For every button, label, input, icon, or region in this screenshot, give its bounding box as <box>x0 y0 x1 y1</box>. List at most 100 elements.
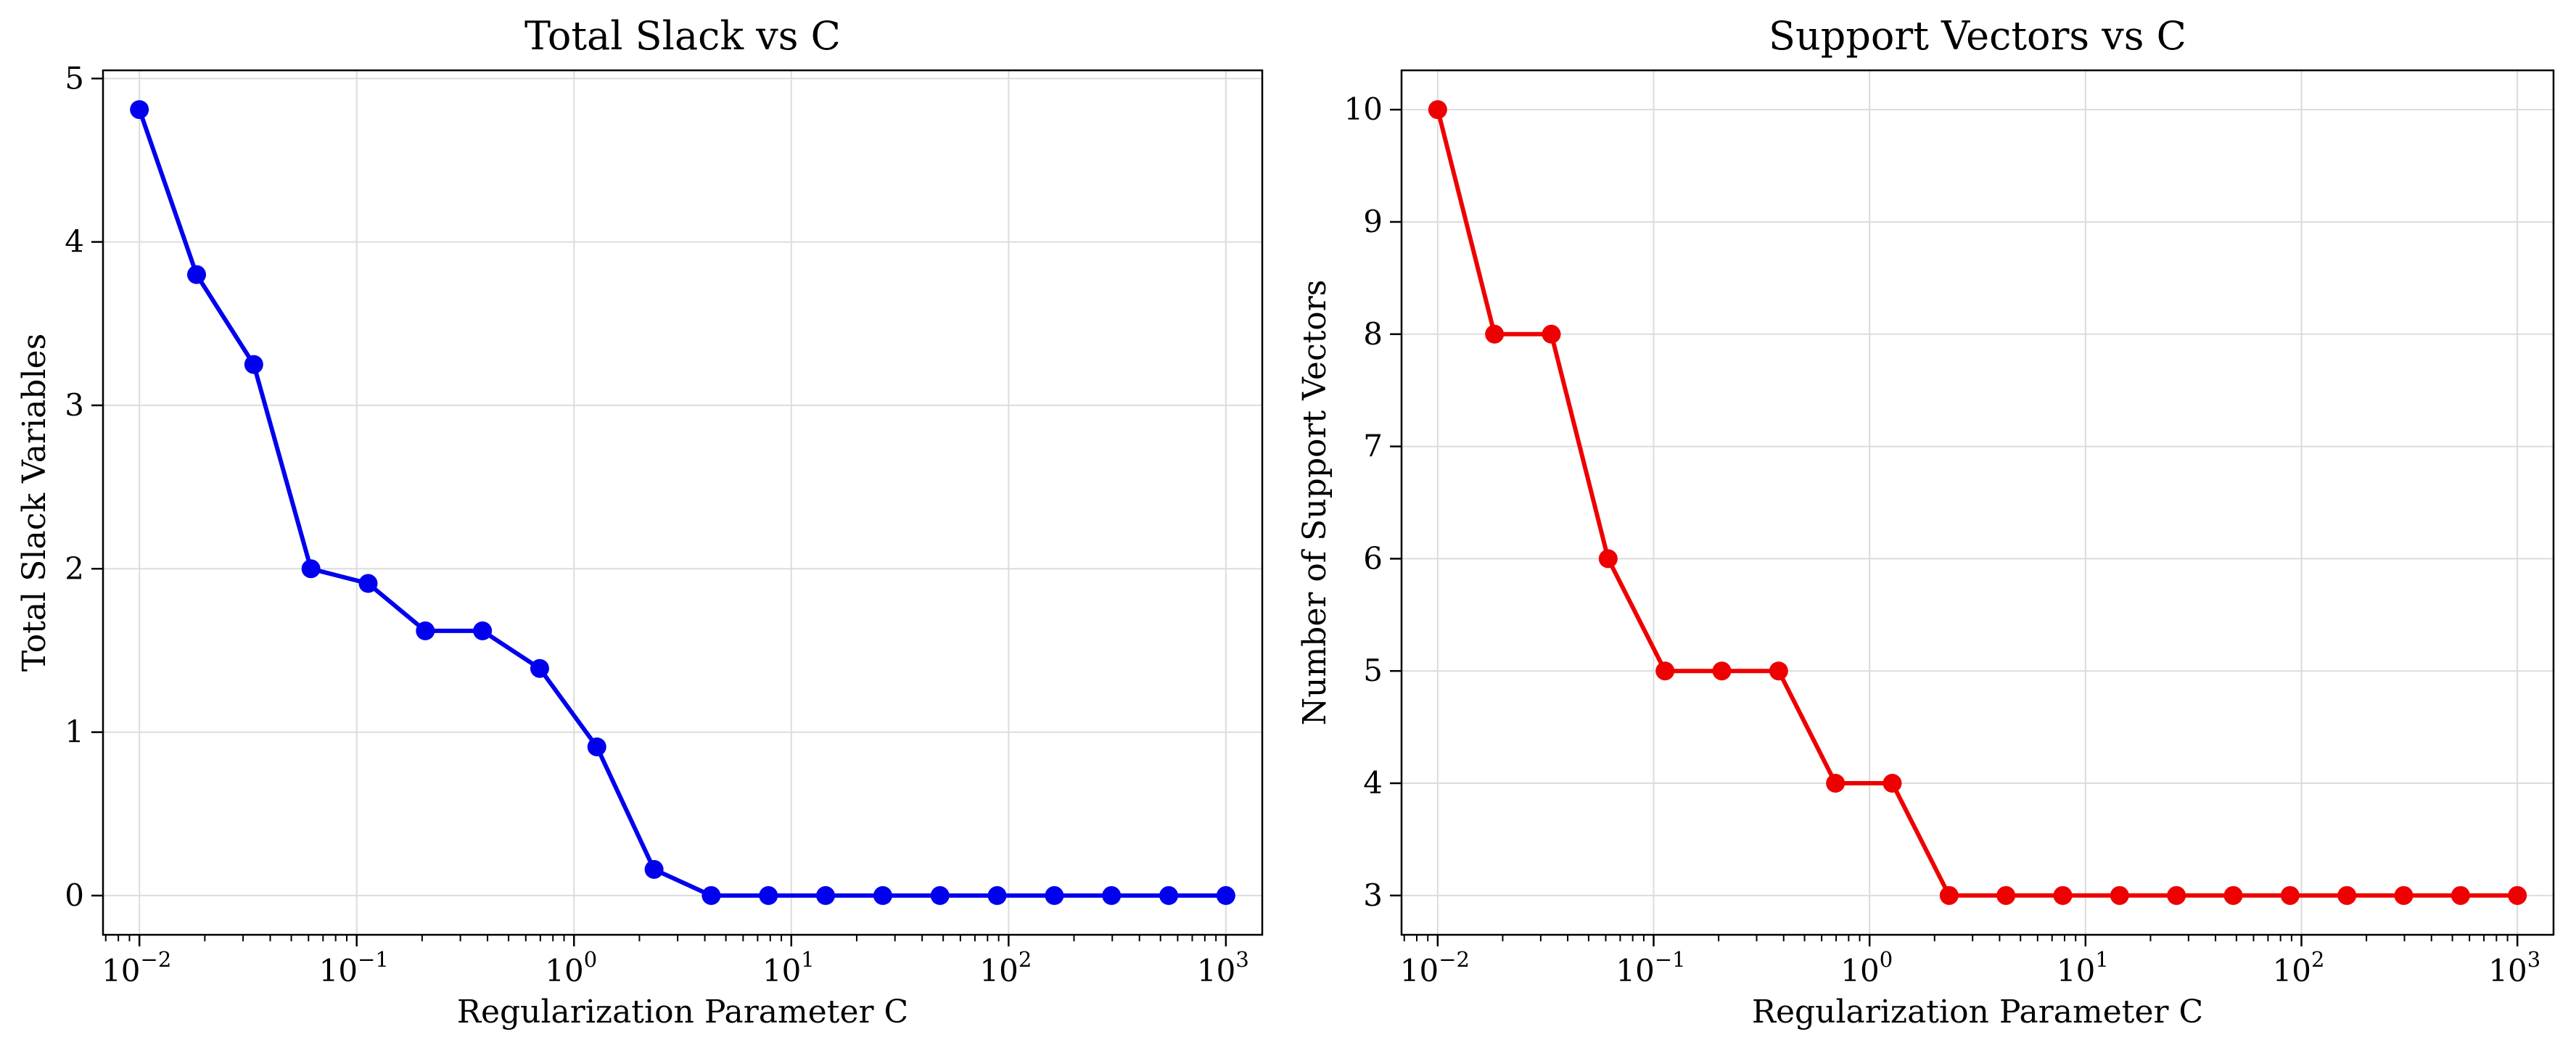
y-tick-label: 8 <box>1363 316 1383 352</box>
x-tick-label: 103 <box>2488 947 2540 988</box>
x-tick-label: 102 <box>2273 947 2325 988</box>
data-point <box>1769 661 1788 681</box>
data-point <box>1598 549 1618 569</box>
data-point <box>2110 885 2129 905</box>
chart-total-slack: Total Slack vs C 10−2 10−1 100 101 102 103 01… <box>16 13 1264 1031</box>
data-point <box>587 737 606 756</box>
x-tick-exponent: 1 <box>801 947 814 972</box>
data-point <box>130 100 149 120</box>
y-tick-label: 7 <box>1363 429 1383 464</box>
y-tick-label: 2 <box>65 550 84 586</box>
data-point <box>1712 661 1732 681</box>
x-tick-label: 101 <box>2057 947 2109 988</box>
x-tick-label: 10−2 <box>102 947 171 988</box>
x-tick-exponent: 3 <box>2527 947 2540 972</box>
data-point <box>2053 885 2073 905</box>
data-point <box>930 885 950 905</box>
plot-frame <box>102 69 1264 936</box>
y-tick-label: 6 <box>1363 540 1383 576</box>
x-tick-base: 10 <box>2273 953 2311 988</box>
chart-title: Total Slack vs C <box>524 13 841 59</box>
y-tick-label: 3 <box>65 387 84 423</box>
data-point <box>1826 774 1845 793</box>
x-axis-label: Regularization Parameter C <box>457 994 908 1031</box>
x-tick-exponent: −1 <box>358 947 389 972</box>
y-tick-label: 4 <box>65 224 84 260</box>
chart-title: Support Vectors vs C <box>1769 13 2186 59</box>
y-axis-label: Number of Support Vectors <box>1296 280 1333 726</box>
x-tick-base: 10 <box>1616 953 1654 988</box>
data-point <box>2337 885 2357 905</box>
x-tick-exponent: 3 <box>1235 947 1248 972</box>
x-axis-label: Regularization Parameter C <box>1752 994 2203 1031</box>
x-tick-exponent: 0 <box>1880 947 1893 972</box>
data-point <box>873 885 892 905</box>
data-point <box>1159 885 1179 905</box>
x-tick-exponent: 1 <box>2095 947 2108 972</box>
data-point <box>358 574 378 593</box>
data-point <box>1542 324 1561 344</box>
data-point <box>1655 661 1675 681</box>
x-tick-base: 10 <box>979 953 1018 988</box>
data-point <box>473 621 493 640</box>
data-point <box>416 621 435 640</box>
x-tick-label: 10−2 <box>1400 947 1470 988</box>
series-line <box>1428 100 2527 905</box>
y-tick-label: 10 <box>1344 91 1383 127</box>
data-point <box>244 355 263 374</box>
x-tick-base: 10 <box>319 953 358 988</box>
y-tick-label: 5 <box>65 60 84 96</box>
y-tick-label: 1 <box>65 714 84 750</box>
data-point <box>1939 885 1959 905</box>
x-tick-base: 10 <box>545 953 583 988</box>
grid-lines <box>1402 70 2554 935</box>
data-point <box>644 859 664 879</box>
x-tick-exponent: 0 <box>584 947 597 972</box>
y-axis-label: Total Slack Variables <box>16 334 53 672</box>
y-ticks: 0 1 2 3 4 5 <box>65 60 103 913</box>
x-ticks: 10−2 10−1 100 101 102 103 <box>1400 935 2540 988</box>
x-ticks: 10−2 10−1 100 101 102 103 <box>102 935 1249 988</box>
data-point <box>530 658 549 678</box>
data-point <box>1996 885 2016 905</box>
data-point <box>1216 885 1235 905</box>
x-tick-base: 10 <box>1400 953 1439 988</box>
data-point <box>2223 885 2243 905</box>
x-tick-base: 10 <box>762 953 801 988</box>
data-point <box>1485 324 1505 344</box>
series-line-path <box>137 109 1226 898</box>
data-point <box>301 559 321 579</box>
x-tick-exponent: 2 <box>2311 947 2324 972</box>
y-tick-label: 4 <box>1363 765 1383 801</box>
y-tick-label: 0 <box>65 878 84 913</box>
data-point <box>1102 885 1122 905</box>
data-point <box>816 885 836 905</box>
data-point <box>987 885 1007 905</box>
x-tick-exponent: 2 <box>1019 947 1032 972</box>
grid-lines <box>103 70 1262 935</box>
data-point <box>759 885 778 905</box>
data-point <box>1428 100 1447 120</box>
series-line <box>130 100 1235 905</box>
y-ticks: 3 4 5 6 7 8 9 10 <box>1344 91 1402 913</box>
x-tick-base: 10 <box>2057 953 2095 988</box>
series-line-path <box>1435 109 2518 898</box>
x-tick-label: 100 <box>545 947 597 988</box>
data-point <box>1045 885 1064 905</box>
x-tick-label: 103 <box>1197 947 1249 988</box>
x-tick-label: 101 <box>762 947 815 988</box>
data-point <box>2394 885 2414 905</box>
y-tick-label: 3 <box>1363 878 1383 913</box>
x-tick-exponent: −2 <box>1439 947 1470 972</box>
chart-support-vectors: Support Vectors vs C 10−2 10−1 100 101 102 10… <box>1296 13 2555 1031</box>
data-point <box>2280 885 2300 905</box>
x-tick-base: 10 <box>1840 953 1879 988</box>
y-tick-label: 9 <box>1363 204 1383 239</box>
x-tick-exponent: −2 <box>141 947 172 972</box>
x-tick-label: 102 <box>979 947 1032 988</box>
data-point <box>2508 885 2527 905</box>
x-tick-label: 10−1 <box>1616 947 1685 988</box>
data-point <box>2451 885 2470 905</box>
data-point <box>2167 885 2186 905</box>
